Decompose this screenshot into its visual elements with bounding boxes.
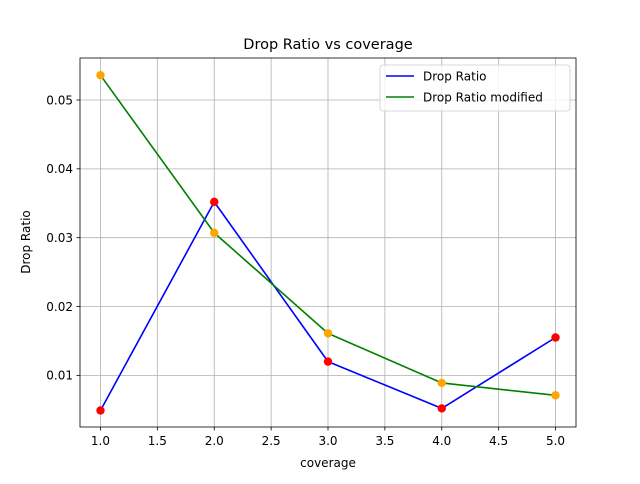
data-point-series-1 (210, 197, 219, 207)
x-axis-label: coverage (300, 456, 356, 470)
y-tick-label: 0.03 (46, 231, 73, 245)
x-tick-label: 3.0 (318, 434, 337, 448)
data-point-series-2 (551, 391, 560, 400)
y-tick-label: 0.05 (46, 93, 73, 107)
y-tick-label: 0.01 (46, 369, 73, 383)
y-axis-label: Drop Ratio (19, 210, 33, 274)
x-tick-label: 4.0 (432, 434, 451, 448)
x-tick-label: 2.0 (205, 434, 224, 448)
x-tick-label: 1.5 (148, 434, 167, 448)
legend-label-2: Drop Ratio modified (423, 90, 543, 104)
x-tick-label: 5.0 (546, 434, 565, 448)
y-tick-label: 0.04 (46, 162, 73, 176)
x-tick-label: 3.5 (375, 434, 394, 448)
legend: Drop Ratio Drop Ratio modified (379, 64, 571, 112)
y-tick-label: 0.02 (46, 300, 73, 314)
x-tick-label: 4.5 (489, 434, 508, 448)
x-tick-label: 1.0 (91, 434, 110, 448)
data-point-series-2 (437, 378, 446, 388)
data-point-series-1 (437, 404, 446, 413)
data-point-series-2 (323, 329, 333, 338)
chart-title: Drop Ratio vs coverage (243, 37, 412, 53)
data-point-series-1 (323, 357, 333, 366)
axes: 1.0 1.5 2.0 2.5 3.0 3.5 4.0 4.5 5.0 0.01 0.02 0.03 0… (46, 93, 565, 448)
data-point-series-1 (96, 406, 105, 415)
data-point-series-2 (96, 71, 105, 80)
x-tick-label: 2.5 (262, 434, 281, 448)
data-point-series-1 (551, 333, 560, 342)
legend-box (379, 64, 571, 112)
series-layer (96, 71, 560, 415)
legend-label-1: Drop Ratio (423, 69, 487, 83)
data-point-series-2 (210, 228, 219, 238)
